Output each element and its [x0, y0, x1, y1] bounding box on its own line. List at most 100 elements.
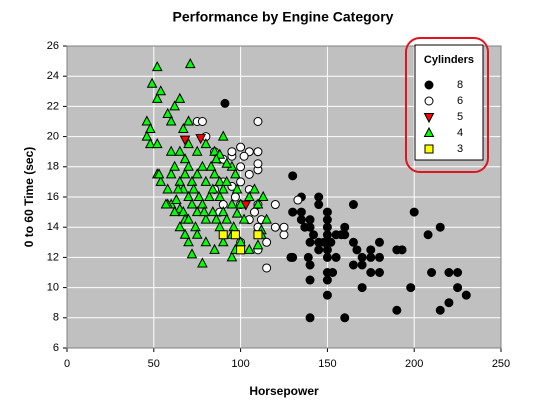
point — [357, 252, 367, 262]
point — [144, 122, 156, 134]
point — [165, 115, 177, 126]
y-axis-label: 0 to 60 Time (sec) — [22, 147, 36, 248]
point — [214, 175, 226, 186]
point — [198, 206, 210, 217]
point — [314, 200, 324, 210]
point — [210, 213, 222, 224]
point — [322, 222, 332, 232]
point — [214, 190, 226, 201]
point — [191, 228, 203, 239]
point — [322, 290, 332, 300]
point — [174, 221, 186, 232]
point — [262, 237, 272, 247]
point — [270, 222, 280, 232]
point — [200, 236, 212, 247]
point — [184, 58, 196, 69]
point — [261, 213, 272, 224]
x-tick-label: 200 — [405, 358, 423, 370]
point — [357, 260, 367, 270]
point — [169, 206, 180, 217]
point — [183, 236, 194, 247]
point — [328, 268, 338, 277]
point — [406, 283, 416, 293]
point — [427, 268, 437, 277]
point — [279, 230, 289, 240]
point — [151, 92, 163, 103]
point — [235, 198, 246, 209]
point — [374, 252, 384, 262]
point — [207, 206, 219, 217]
point — [296, 207, 306, 217]
point — [207, 183, 219, 194]
point — [183, 115, 194, 126]
point — [288, 171, 298, 181]
point — [340, 313, 350, 323]
point — [190, 221, 201, 232]
point — [305, 260, 315, 270]
point — [197, 257, 208, 268]
point — [296, 215, 306, 225]
point — [226, 251, 238, 262]
point — [262, 263, 272, 273]
point — [195, 134, 207, 145]
point — [217, 130, 229, 141]
point — [155, 175, 167, 186]
point — [197, 117, 207, 126]
point — [309, 230, 319, 240]
point — [172, 183, 184, 194]
point — [169, 160, 180, 171]
point — [435, 305, 445, 315]
point — [174, 145, 186, 156]
point — [221, 213, 233, 224]
point — [249, 183, 260, 194]
point — [322, 230, 332, 240]
point — [231, 207, 243, 218]
point — [461, 290, 471, 300]
point — [204, 190, 215, 201]
y-tick-label: 18 — [47, 161, 59, 173]
point — [253, 147, 263, 157]
point — [322, 245, 332, 255]
point — [392, 245, 402, 255]
point — [239, 151, 249, 161]
point — [314, 245, 324, 255]
point — [230, 230, 240, 240]
point — [186, 198, 198, 209]
point — [366, 245, 376, 255]
point — [293, 195, 303, 205]
point — [444, 268, 454, 277]
point — [218, 230, 228, 240]
point — [249, 207, 259, 217]
point — [453, 283, 463, 293]
point — [197, 198, 208, 209]
point — [444, 298, 454, 308]
point — [171, 193, 182, 205]
point — [162, 183, 174, 194]
y-tick-label: 24 — [47, 70, 59, 82]
point — [366, 268, 376, 277]
point — [305, 313, 315, 323]
point — [205, 160, 217, 171]
x-tick-label: 150 — [318, 358, 336, 370]
point — [252, 239, 264, 250]
point — [174, 92, 186, 103]
point — [314, 192, 324, 202]
legend-label: 4 — [457, 127, 463, 139]
point — [305, 275, 315, 285]
point — [209, 168, 220, 179]
point — [322, 215, 332, 225]
point — [252, 198, 264, 209]
legend-title: Cylinders — [424, 54, 474, 66]
point — [244, 169, 254, 179]
point — [141, 130, 153, 141]
point — [209, 145, 220, 156]
point — [270, 200, 280, 210]
point — [236, 142, 246, 152]
point — [227, 147, 237, 157]
point — [257, 190, 269, 201]
point — [279, 222, 289, 232]
point — [357, 283, 367, 293]
point — [193, 190, 205, 201]
y-tick-label: 26 — [47, 40, 59, 52]
legend-label: 8 — [457, 79, 463, 91]
